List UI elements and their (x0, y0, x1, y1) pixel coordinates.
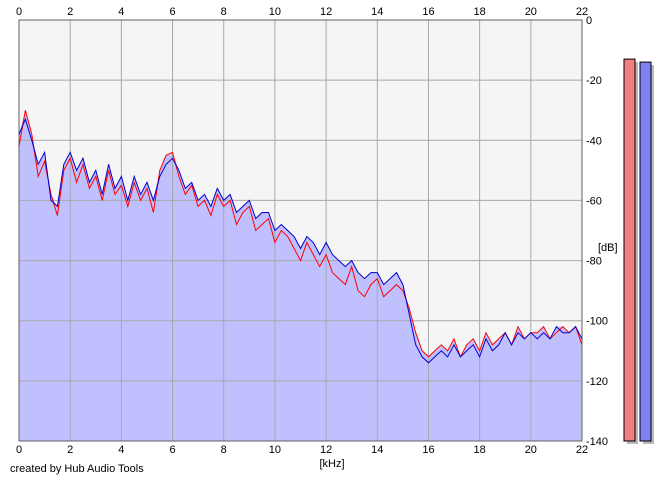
x-tick-top-6: 6 (169, 6, 175, 18)
x-tick-bottom-8: 8 (221, 444, 227, 456)
credit-text: created by Hub Audio Tools (10, 463, 144, 475)
x-tick-top-14: 14 (371, 6, 383, 18)
y-tick-m120: -120 (586, 376, 608, 388)
x-tick-top-4: 4 (118, 6, 124, 18)
series-line-right (18, 117, 583, 364)
grid-layer (18, 19, 583, 442)
spectrum-fill-area (19, 110, 582, 441)
level-meters (623, 58, 654, 444)
x-tick-bottom-14: 14 (371, 444, 383, 456)
x-tick-top-0: 0 (16, 6, 22, 18)
x-tick-top-16: 16 (422, 6, 434, 18)
x-tick-bottom-6: 6 (169, 444, 175, 456)
x-tick-bottom-2: 2 (67, 444, 73, 456)
y-tick-m80: -80 (586, 256, 602, 268)
x-tick-top-20: 20 (525, 6, 537, 18)
series-layer (18, 110, 583, 364)
y-tick-m20: -20 (586, 75, 602, 87)
x-tick-bottom-22: 22 (576, 444, 588, 456)
y-tick-0: 0 (586, 15, 592, 27)
x-tick-bottom-12: 12 (320, 444, 332, 456)
x-tick-bottom-20: 20 (525, 444, 537, 456)
meter-bar-left (623, 58, 636, 442)
x-tick-bottom-18: 18 (474, 444, 486, 456)
x-tick-top-8: 8 (221, 6, 227, 18)
meter-bar-right (639, 61, 652, 442)
x-tick-top-12: 12 (320, 6, 332, 18)
x-tick-top-2: 2 (67, 6, 73, 18)
y-tick-m140: -140 (586, 436, 608, 448)
x-tick-bottom-4: 4 (118, 444, 124, 456)
series-line-left (18, 110, 583, 359)
y-axis-label: [dB] (598, 242, 618, 254)
x-tick-bottom-10: 10 (269, 444, 281, 456)
spectrum-fill-layer (19, 110, 582, 441)
x-tick-top-18: 18 (474, 6, 486, 18)
x-tick-bottom-0: 0 (16, 444, 22, 456)
x-axis-label: [kHz] (319, 458, 344, 470)
y-tick-m60: -60 (586, 195, 602, 207)
x-tick-top-10: 10 (269, 6, 281, 18)
tick-labels: 002244668810101212141416161818202022220-… (16, 6, 608, 456)
plot-frame (18, 19, 583, 442)
x-tick-bottom-16: 16 (422, 444, 434, 456)
y-tick-m40: -40 (586, 135, 602, 147)
x-tick-top-22: 22 (576, 6, 588, 18)
y-tick-m100: -100 (586, 316, 608, 328)
